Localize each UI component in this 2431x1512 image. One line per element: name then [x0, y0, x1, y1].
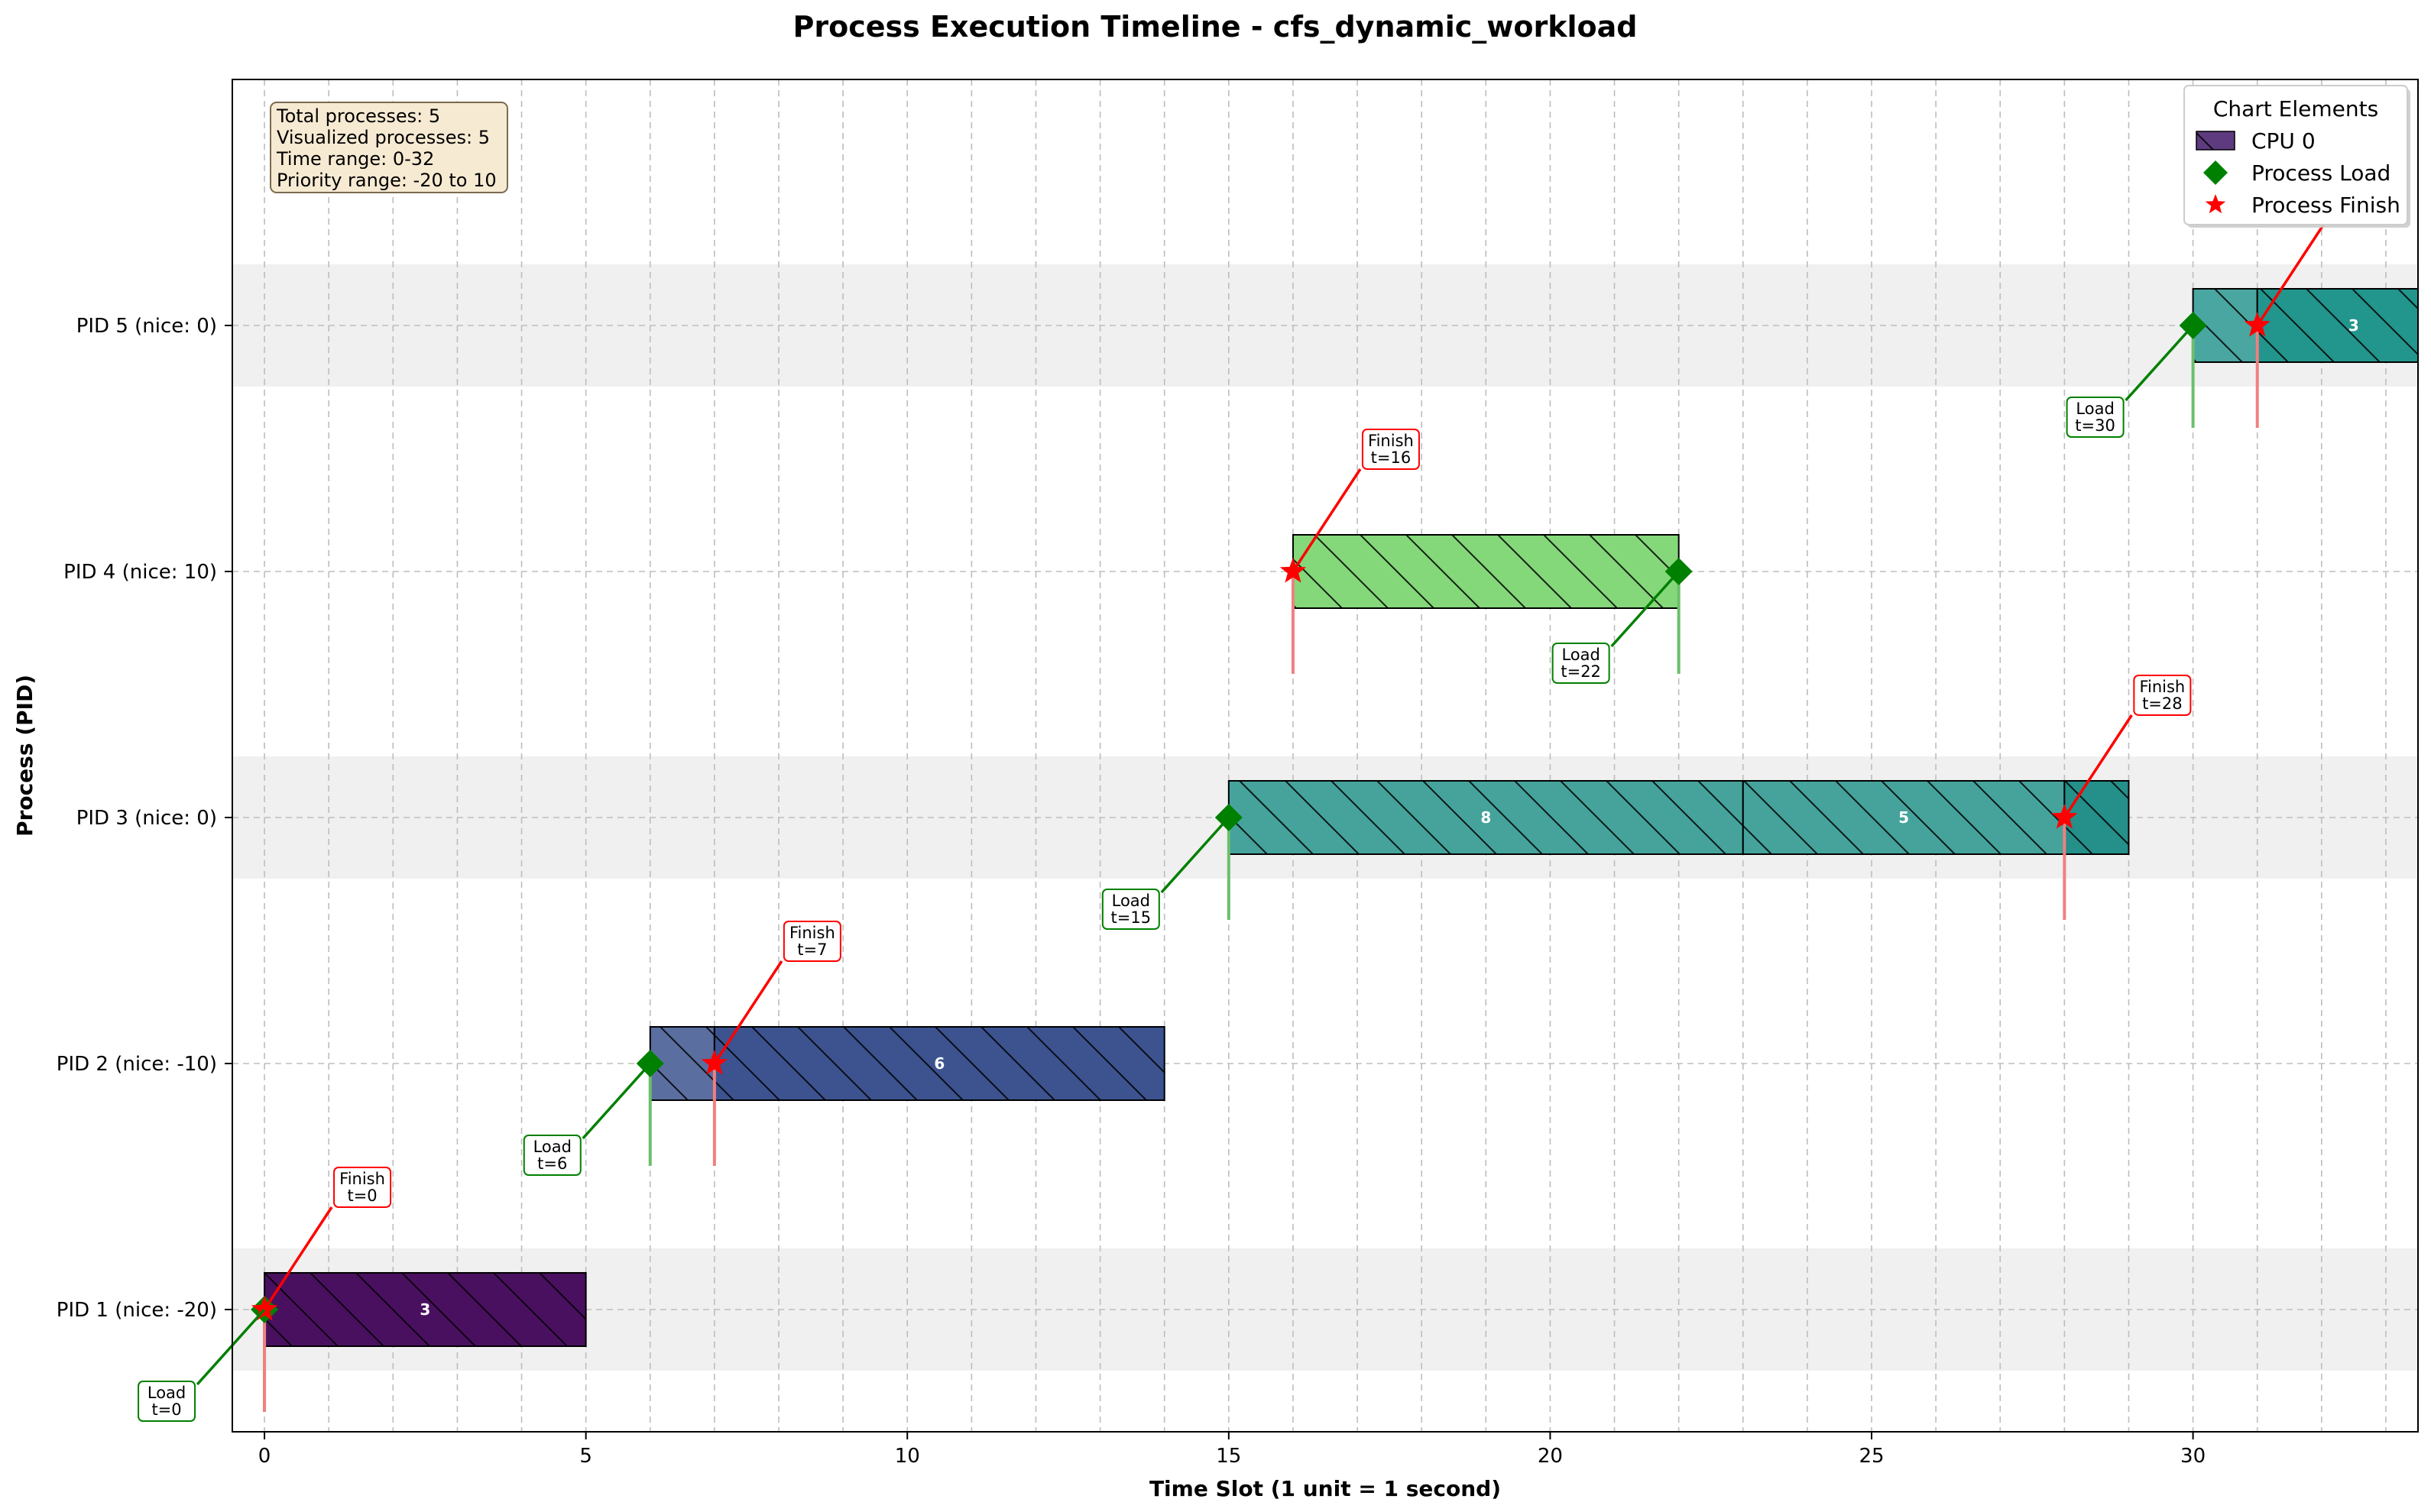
x-tick-label: 10 — [895, 1445, 920, 1468]
bar-label: 8 — [1480, 808, 1491, 827]
x-tick-label: 20 — [1538, 1445, 1563, 1468]
bar-hatch — [1742, 780, 2066, 855]
annotation-text: Load — [1561, 646, 1600, 664]
annotation-box — [783, 921, 841, 962]
annotation-text: t=22 — [1561, 662, 1601, 681]
x-tick-label: 30 — [2180, 1445, 2206, 1468]
annotation-text: Finish — [2139, 678, 2185, 696]
finish-arrow — [2256, 222, 2326, 326]
bar-hatch — [2256, 288, 2418, 363]
bar-hatch — [264, 1272, 587, 1347]
finish-arrow — [713, 960, 783, 1064]
annotation-text: t=6 — [537, 1154, 567, 1173]
annotation-box — [138, 1381, 196, 1422]
y-tick-label: PID 1 (nice: -20) — [57, 1299, 217, 1322]
legend-label: Process Finish — [2251, 193, 2400, 218]
bar-hatch — [713, 1026, 1165, 1101]
bar-hatch — [2063, 780, 2130, 855]
annotation-text: Load — [147, 1384, 186, 1402]
bar-label: 3 — [2348, 316, 2359, 335]
annotation-text: Load — [2076, 400, 2114, 418]
info-line: Visualized processes: 5 — [277, 127, 490, 148]
annotation-box — [2066, 397, 2125, 438]
x-tick-label: 15 — [1216, 1445, 1241, 1468]
finish-arrow — [2063, 714, 2133, 818]
annotation-text: t=0 — [347, 1187, 377, 1205]
annotation-box — [333, 1167, 392, 1208]
y-tick-label: PID 2 (nice: -10) — [57, 1053, 217, 1076]
x-tick-label: 25 — [1859, 1445, 1884, 1468]
annotation-text: Load — [533, 1138, 572, 1156]
load-arrow — [1160, 816, 1230, 894]
legend: Chart Elements CPU 0 Process Load Process … — [2183, 85, 2410, 228]
load-arrow — [196, 1308, 266, 1386]
x-tick-label: 0 — [258, 1445, 271, 1468]
x-axis-label: Time Slot (1 unit = 1 second) — [1149, 1476, 1501, 1501]
bar-hatch — [1227, 780, 1744, 855]
annotation-box — [1551, 643, 1610, 684]
annotation-text: t=16 — [1371, 448, 1412, 467]
annotation-box — [523, 1135, 582, 1176]
annotation-text: Load — [1112, 892, 1150, 910]
bar-label: 3 — [420, 1300, 430, 1319]
bar-label: 5 — [1898, 808, 1909, 827]
y-tick-label: PID 5 (nice: 0) — [76, 315, 217, 338]
x-tick-label: 5 — [579, 1445, 592, 1468]
bar-label: 6 — [934, 1054, 945, 1073]
annotation-box — [1361, 429, 1420, 470]
legend-title: Chart Elements — [2213, 96, 2378, 121]
annotation-text: Finish — [1368, 432, 1414, 450]
annotation-text: t=0 — [151, 1400, 181, 1419]
annotation-text: t=7 — [797, 941, 827, 959]
chart-title: Process Execution Timeline - cfs_dynamic… — [793, 10, 1638, 44]
annotation-text: Finish — [789, 924, 835, 942]
annotation-text: t=30 — [2075, 416, 2115, 435]
info-line: Total processes: 5 — [276, 105, 440, 127]
legend-star-icon — [2205, 194, 2226, 214]
load-arrow — [582, 1062, 652, 1140]
plot-area-frame — [232, 79, 2419, 1433]
info-line: Priority range: -20 to 10 — [277, 170, 497, 191]
load-arrow — [1610, 570, 1680, 648]
legend-label: CPU 0 — [2251, 128, 2316, 154]
y-axis-label: Process (PID) — [12, 675, 37, 837]
annotation-box — [2133, 675, 2192, 716]
annotation-text: t=15 — [1111, 908, 1152, 927]
load-arrow — [2125, 324, 2194, 402]
bar-hatch — [1292, 534, 1680, 609]
finish-arrow — [263, 1206, 333, 1310]
info-box: Total processes: 5 Visualized processes: … — [270, 102, 508, 193]
legend-swatch-hatch — [2196, 131, 2235, 150]
legend-label: Process Load — [2251, 160, 2390, 186]
annotation-text: Finish — [339, 1170, 385, 1188]
y-tick-label: PID 3 (nice: 0) — [76, 807, 217, 830]
annotation-box — [1101, 889, 1160, 930]
y-tick-label: PID 4 (nice: 10) — [63, 561, 217, 584]
info-line: Time range: 0-32 — [276, 148, 434, 170]
legend-diamond-icon — [2203, 160, 2228, 185]
annotation-text: t=28 — [2142, 694, 2183, 713]
finish-arrow — [1292, 468, 1362, 572]
